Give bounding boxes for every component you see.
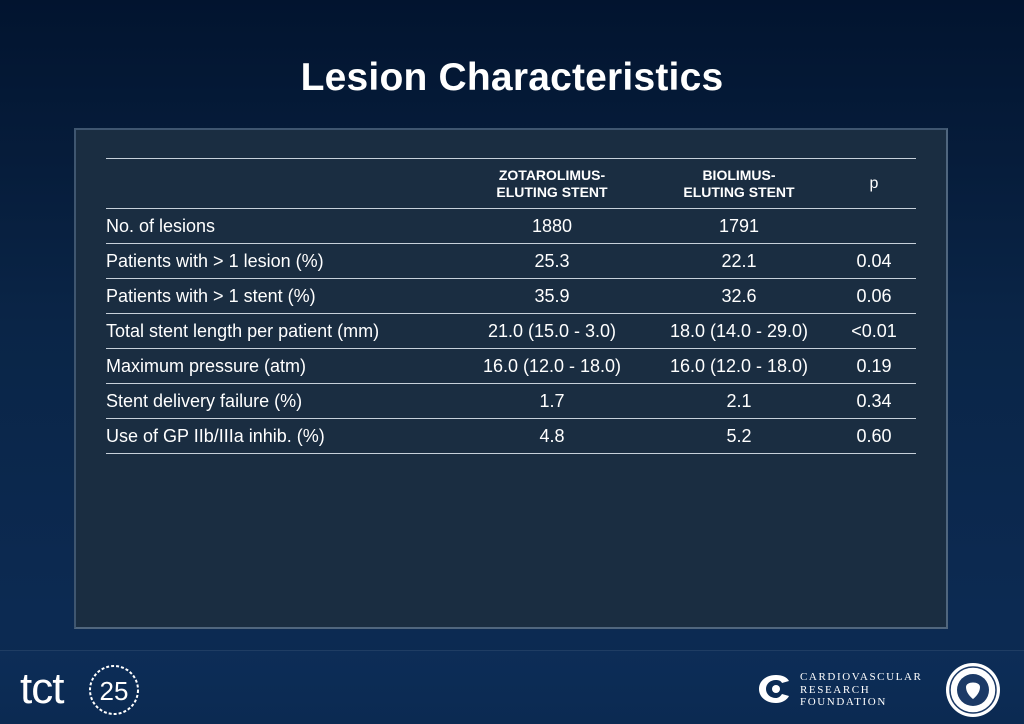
zes-value: 4.8	[458, 418, 646, 454]
table-row: No. of lesions 1880 1791	[106, 208, 916, 244]
zes-value: 25.3	[458, 243, 646, 279]
header-biolimus: BIOLIMUS- ELUTING STENT	[646, 158, 832, 209]
crf-name: CARDIOVASCULAR RESEARCH FOUNDATION	[800, 671, 922, 709]
row-label: Maximum pressure (atm)	[106, 348, 458, 384]
p-value: 0.60	[832, 418, 916, 454]
tct-logo-text: tct	[20, 664, 64, 713]
header-empty	[106, 158, 458, 209]
p-value: <0.01	[832, 313, 916, 349]
row-label: No. of lesions	[106, 208, 458, 244]
p-value: 0.34	[832, 383, 916, 419]
row-label: Patients with > 1 stent (%)	[106, 278, 458, 314]
p-value: 0.19	[832, 348, 916, 384]
row-label: Patients with > 1 lesion (%)	[106, 243, 458, 279]
zes-value: 16.0 (12.0 - 18.0)	[458, 348, 646, 384]
p-value: 0.06	[832, 278, 916, 314]
crf-line1: CARDIOVASCULAR	[800, 671, 923, 683]
header-zotarolimus-line1: ZOTAROLIMUS-	[498, 166, 606, 183]
lesion-characteristics-table: ZOTAROLIMUS- ELUTING STENT BIOLIMUS- ELU…	[106, 158, 916, 454]
crf-line2: RESEARCH	[800, 683, 871, 696]
header-biolimus-line2: ELUTING STENT	[683, 183, 795, 200]
bes-value: 18.0 (14.0 - 29.0)	[646, 313, 832, 349]
tct-25-badge-icon: 25	[89, 665, 139, 715]
bes-value: 16.0 (12.0 - 18.0)	[646, 348, 832, 384]
table-header-row: ZOTAROLIMUS- ELUTING STENT BIOLIMUS- ELU…	[106, 158, 916, 209]
row-label: Stent delivery failure (%)	[106, 383, 458, 419]
zes-value: 1880	[458, 208, 646, 244]
p-value: 0.04	[832, 243, 916, 279]
header-p-value: p	[832, 158, 916, 209]
bes-value: 1791	[646, 208, 832, 244]
crf-logo-icon	[759, 675, 789, 703]
p-value	[832, 208, 916, 244]
table-row: Stent delivery failure (%) 1.7 2.1 0.34	[106, 383, 916, 419]
college-seal-icon	[946, 663, 1000, 717]
row-label: Use of GP IIb/IIIa inhib. (%)	[106, 418, 458, 454]
header-biolimus-line1: BIOLIMUS-	[702, 166, 776, 183]
header-zotarolimus-line2: ELUTING STENT	[496, 183, 608, 200]
footer-bar	[0, 650, 1024, 724]
tct-number: 25	[100, 676, 129, 706]
slide-title: Lesion Characteristics	[300, 56, 724, 99]
zes-value: 35.9	[458, 278, 646, 314]
crf-line3: FOUNDATION	[800, 696, 887, 708]
bes-value: 2.1	[646, 383, 832, 419]
row-label: Total stent length per patient (mm)	[106, 313, 458, 349]
zes-value: 1.7	[458, 383, 646, 419]
table-row: Total stent length per patient (mm) 21.0…	[106, 313, 916, 349]
zes-value: 21.0 (15.0 - 3.0)	[458, 313, 646, 349]
bes-value: 5.2	[646, 418, 832, 454]
bes-value: 22.1	[646, 243, 832, 279]
bes-value: 32.6	[646, 278, 832, 314]
table-row: Patients with > 1 stent (%) 35.9 32.6 0.…	[106, 278, 916, 314]
table-row: Maximum pressure (atm) 16.0 (12.0 - 18.0…	[106, 348, 916, 384]
table-row: Use of GP IIb/IIIa inhib. (%) 4.8 5.2 0.…	[106, 418, 916, 454]
header-zotarolimus: ZOTAROLIMUS- ELUTING STENT	[458, 158, 646, 209]
table-row: Patients with > 1 lesion (%) 25.3 22.1 0…	[106, 243, 916, 279]
